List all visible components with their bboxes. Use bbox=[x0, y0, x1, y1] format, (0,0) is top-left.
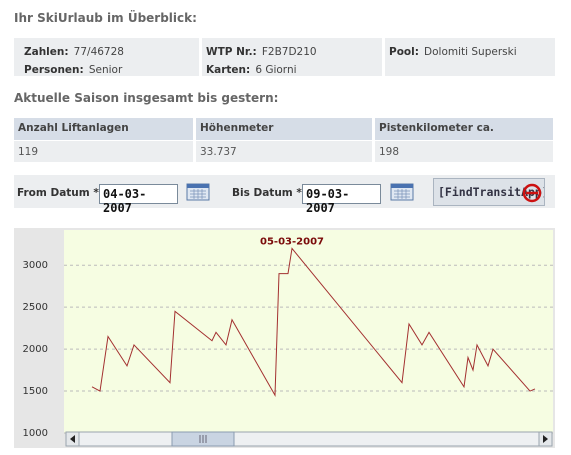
data-line bbox=[91, 247, 536, 398]
icon-grid bbox=[190, 189, 206, 199]
table-header: Anzahl Liftanlagen bbox=[14, 118, 193, 140]
separator bbox=[382, 38, 385, 76]
info-label: Karten: bbox=[206, 64, 251, 76]
info-column: Zahlen: 77/46728 Personen: Senior bbox=[24, 42, 124, 78]
icon-top bbox=[187, 184, 209, 188]
table-cell: 119 bbox=[14, 141, 193, 162]
arrow-left bbox=[70, 435, 75, 443]
calendar-icon[interactable] bbox=[186, 183, 210, 201]
grip bbox=[199, 435, 207, 443]
icon-ring bbox=[522, 183, 542, 203]
arrow-right bbox=[543, 435, 548, 443]
info-label: Pool: bbox=[389, 46, 419, 58]
y-tick-label: 2000 bbox=[23, 344, 48, 355]
y-tick-label: 1000 bbox=[23, 428, 48, 439]
icon-top bbox=[391, 184, 413, 188]
scrollbar[interactable] bbox=[65, 431, 553, 447]
calendar-icon[interactable] bbox=[390, 183, 414, 201]
plot-area bbox=[64, 230, 553, 433]
info-value: F2B7D210 bbox=[261, 46, 317, 58]
scroll-track[interactable] bbox=[65, 431, 553, 447]
info-value: Senior bbox=[88, 64, 123, 76]
info-column: Pool: Dolomiti Superski bbox=[389, 42, 517, 60]
table-cell: 33.737 bbox=[196, 141, 372, 162]
no-icon bbox=[522, 183, 542, 203]
table-header: Pistenkilometer ca. bbox=[375, 118, 553, 140]
date-input[interactable]: 09-03-2007 bbox=[302, 184, 381, 215]
info-label: WTP Nr.: bbox=[206, 46, 257, 58]
info-value: 6 Giorni bbox=[255, 64, 297, 76]
y-tick-label: 3000 bbox=[23, 260, 48, 271]
info-box bbox=[14, 38, 555, 76]
date-input[interactable]: 04-03-2007 bbox=[99, 184, 178, 215]
form-label: From Datum * bbox=[17, 187, 99, 199]
table-header: Höhenmeter bbox=[196, 118, 372, 140]
annotation: 05-03-2007 bbox=[260, 236, 324, 247]
info-value: Dolomiti Superski bbox=[424, 46, 517, 58]
section-title: Aktuelle Saison insgesamt bis gestern: bbox=[14, 91, 279, 105]
y-tick-label: 1500 bbox=[23, 386, 48, 397]
table-cell: 198 bbox=[375, 141, 553, 162]
form-label: Bis Datum * bbox=[232, 187, 302, 199]
info-value: 77/46728 bbox=[73, 46, 124, 58]
icon-grid bbox=[394, 189, 410, 199]
info-label: Zahlen: bbox=[24, 46, 69, 58]
separator bbox=[199, 38, 202, 76]
info-label: Personen: bbox=[24, 64, 84, 76]
y-tick-label: 2500 bbox=[23, 302, 48, 313]
page-title: Ihr SkiUrlaub im Überblick: bbox=[14, 11, 197, 25]
info-column: WTP Nr.: F2B7D210 Karten: 6 Giorni bbox=[206, 42, 317, 78]
